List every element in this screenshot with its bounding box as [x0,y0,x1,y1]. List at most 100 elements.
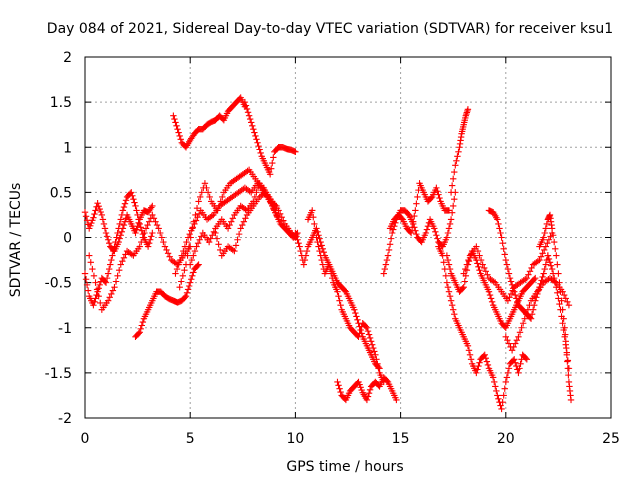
data-point [481,351,488,359]
data-point [81,270,89,277]
data-point [479,261,486,268]
data-point [297,247,304,255]
data-point [366,334,374,342]
data-point [173,122,180,130]
data-point [365,389,373,397]
data-point [357,326,364,334]
data-point [144,221,151,229]
data-point [224,225,232,232]
data-point [476,267,483,274]
series-track-14 [334,374,400,404]
data-point [508,281,516,289]
data-point [553,283,560,291]
data-point [318,256,325,264]
data-point [503,374,511,381]
data-point [105,265,113,273]
data-point [137,325,144,333]
data-point [150,215,158,222]
data-point [94,200,101,207]
data-point [473,243,480,250]
data-point [148,233,155,240]
data-point [550,238,558,246]
data-point [239,221,246,229]
data-point [118,211,126,219]
data-point [443,234,451,241]
data-point [190,252,197,259]
data-point [460,270,467,277]
data-point [540,234,547,241]
data-point [99,216,107,223]
data-point [388,229,396,237]
data-point [445,207,453,214]
data-point [117,261,124,268]
data-point [95,285,102,292]
data-point [473,369,480,377]
y-tick-label: 1.5 [50,95,72,111]
data-point [145,218,153,225]
data-point [163,246,170,254]
data-point [312,227,319,234]
data-point [101,225,109,232]
data-point [356,381,363,388]
data-point [499,399,506,406]
data-point [133,207,140,214]
data-point [351,306,358,313]
data-point [564,298,571,306]
data-point [485,288,493,295]
data-point [84,287,92,294]
data-point [97,208,104,216]
y-tick-label: -1 [58,321,72,337]
data-point [527,315,535,322]
data-point [450,306,457,313]
data-point [561,333,568,340]
data-point [237,225,244,232]
data-point [276,210,284,218]
data-point [534,257,542,265]
data-point [176,132,183,140]
data-point [316,235,323,242]
data-point [498,234,505,241]
data-point [541,265,548,273]
data-point [176,283,183,291]
data-point [433,184,440,192]
y-tick-label: -2 [58,411,72,427]
data-point [504,297,512,304]
data-point [448,301,456,309]
x-tick-label: 25 [602,431,620,447]
y-tick-label: 0 [63,231,72,247]
data-point [499,239,506,247]
data-point [381,265,389,273]
data-point [130,195,137,203]
data-point [187,261,194,268]
data-point [554,289,561,296]
data-point [89,217,96,224]
data-point [210,228,218,236]
data-point [115,267,123,274]
data-point [495,395,502,403]
data-point [318,242,325,249]
data-point [482,355,490,362]
data-point [96,281,103,289]
data-point [511,288,518,295]
data-point [189,272,196,280]
data-point [120,221,128,229]
data-point [504,369,512,377]
data-point [341,287,349,294]
data-point [384,252,392,259]
data-point [531,276,538,283]
data-point [137,224,144,231]
data-point [231,247,238,255]
data-point [185,282,193,290]
data-point [542,243,549,250]
data-point [526,301,533,309]
data-point [246,188,253,195]
data-point [445,288,453,295]
data-point [97,299,104,307]
data-point [241,98,249,106]
data-point [375,365,382,372]
data-point [477,256,485,264]
data-point [315,243,322,250]
data-point [519,320,527,327]
data-point [191,247,199,255]
data-point [512,340,519,347]
